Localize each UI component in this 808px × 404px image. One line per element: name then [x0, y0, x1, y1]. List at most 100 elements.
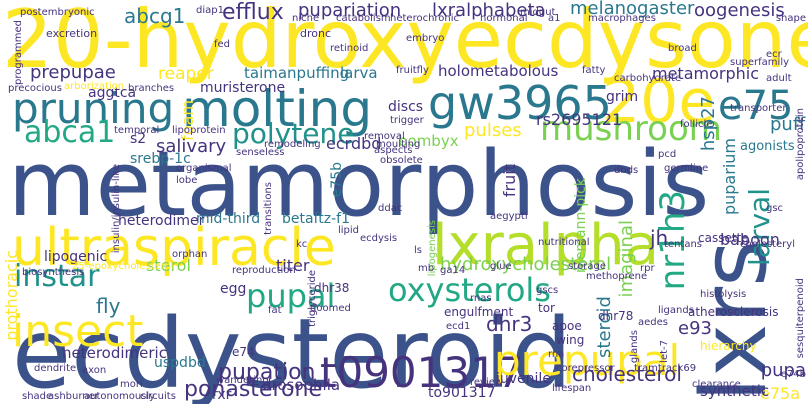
word-28: pupariation — [298, 0, 402, 21]
word-147: review — [470, 377, 504, 388]
word-165: gsc — [766, 203, 784, 214]
word-64: juvenile — [496, 371, 551, 387]
word-114: removal — [364, 131, 405, 142]
word-113: trigger — [390, 115, 424, 126]
word-155: sesquiterpenoid — [795, 278, 806, 359]
word-142: circuits — [140, 391, 176, 402]
word-149: corepressor — [556, 363, 615, 374]
word-55: fly — [96, 294, 121, 318]
word-150: clearance — [692, 379, 741, 390]
word-111: follicle — [680, 119, 713, 130]
word-38: muristerone — [200, 80, 286, 96]
word-52: jh — [650, 226, 669, 250]
word-154: ligands — [658, 305, 694, 316]
word-94: superfamily — [730, 57, 790, 68]
word-37: metamorphic — [652, 64, 759, 83]
word-177: gscs — [536, 285, 559, 296]
word-85: tor — [538, 301, 555, 315]
word-160: dbds — [614, 165, 639, 176]
word-179: fruitfly — [396, 65, 429, 76]
word-157: shape — [775, 13, 806, 24]
word-53: baboon — [720, 230, 780, 249]
word-2: 20-hydroxyecdysone — [2, 0, 808, 86]
word-76: betaftz-f1 — [282, 211, 350, 227]
word-32: prepupae — [30, 62, 116, 83]
word-92: retinoid — [330, 43, 369, 54]
word-79: niemann-pick — [573, 178, 589, 273]
word-131: glue — [490, 261, 512, 272]
word-175: germline — [664, 163, 709, 174]
word-65: to901317 — [428, 385, 496, 401]
word-46: ecrdbd — [326, 134, 382, 153]
word-4: molting — [182, 80, 373, 138]
word-171: mb — [418, 263, 435, 274]
word-132: storage — [568, 261, 606, 272]
word-127: ddac — [378, 203, 403, 214]
word-103: precocious — [8, 83, 62, 94]
word-117: aspects — [374, 145, 413, 156]
word-164: broad — [668, 43, 697, 54]
word-47: bombyx — [398, 132, 459, 150]
word-90: hierarchy — [700, 339, 757, 353]
word-40: pulses — [464, 120, 522, 141]
word-6: lxralpha — [432, 213, 659, 278]
word-20: larval — [743, 188, 776, 266]
word-123: 25-epoxycholesterol — [72, 261, 174, 272]
word-162: fed — [214, 39, 231, 50]
word-27: abcg1 — [124, 4, 186, 28]
word-97: heterochronic — [390, 13, 460, 24]
word-16: mushroom — [540, 109, 722, 149]
word-45: salivary — [156, 136, 227, 157]
word-93: excretion — [46, 27, 98, 40]
word-22: pupation — [218, 360, 316, 385]
word-158: e74b — [780, 369, 806, 380]
word-169: kc — [296, 239, 308, 250]
word-138: obsolete — [380, 155, 423, 166]
word-152: glands — [629, 330, 640, 364]
word-134: aedes — [638, 317, 668, 328]
word-25: hydroxycholesterol — [440, 254, 612, 275]
word-172: ls — [414, 245, 422, 256]
word-84: atherosclerosis — [688, 305, 779, 319]
word-88: engulfment — [444, 305, 514, 319]
word-71: s2 — [130, 131, 147, 147]
word-33: reaper — [158, 64, 214, 84]
word-130: nutritional — [538, 237, 590, 248]
word-124: reproduction — [232, 265, 296, 276]
word-166: diap1 — [196, 5, 224, 16]
word-176: rnas — [470, 293, 492, 304]
word-87: wing — [556, 333, 585, 347]
word-80: grim — [606, 89, 639, 105]
word-17: abca1 — [24, 115, 116, 150]
word-119: transitions — [263, 182, 274, 235]
word-73: aggtca — [88, 85, 137, 101]
word-77: heterodimer — [118, 213, 205, 229]
word-99: macrophages — [588, 13, 656, 24]
word-0: metamorphosis — [8, 132, 710, 237]
word-178: ecd1 — [446, 321, 471, 332]
word-116: senseless — [236, 147, 285, 158]
word-126: moulting — [376, 139, 421, 150]
word-14: pupal — [246, 277, 336, 315]
word-151: tramtrack69 — [634, 363, 697, 374]
word-182: ecr — [766, 49, 782, 60]
word-35: larva — [340, 64, 378, 82]
word-34: taimanpuffing — [244, 64, 350, 82]
word-168: lipid — [338, 225, 360, 236]
word-148: lifespan — [552, 383, 592, 394]
word-57: sterol — [146, 256, 191, 275]
word-105: branches — [128, 83, 175, 94]
word-50: imaginal — [616, 220, 637, 298]
word-170: ga14 — [440, 265, 466, 276]
word-156: cholesteryl — [740, 239, 795, 250]
word-56: titer — [276, 256, 310, 275]
word-54: dhr3 — [486, 312, 533, 336]
word-139: dendrite — [34, 363, 77, 374]
word-74: e75b — [329, 162, 345, 198]
word-67: uspdbd — [154, 355, 206, 371]
word-140: axon — [82, 365, 107, 376]
word-102: programmed — [13, 20, 24, 85]
word-153: let-7 — [659, 340, 670, 363]
word-78: cassette — [698, 231, 749, 245]
word-125: triglyceride — [307, 270, 318, 327]
